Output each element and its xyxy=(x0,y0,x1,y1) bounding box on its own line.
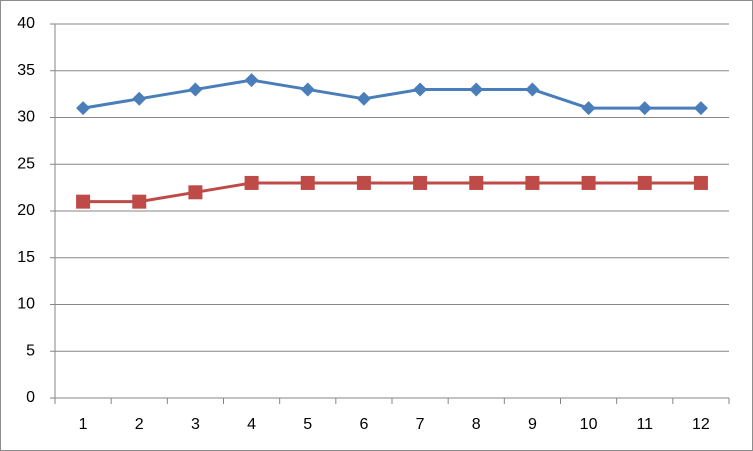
marker xyxy=(581,101,596,116)
marker xyxy=(469,82,484,97)
marker xyxy=(188,185,203,200)
y-tick-label: 5 xyxy=(26,342,35,359)
marker xyxy=(132,91,147,106)
marker xyxy=(693,175,708,190)
marker xyxy=(132,194,147,209)
x-tick-label: 2 xyxy=(135,416,144,433)
y-tick-label: 20 xyxy=(17,202,35,219)
x-tick-label: 1 xyxy=(79,416,88,433)
x-tick-label: 8 xyxy=(472,416,481,433)
marker xyxy=(413,175,428,190)
y-tick-label: 25 xyxy=(17,155,35,172)
x-tick-label: 11 xyxy=(636,416,653,433)
marker xyxy=(637,175,652,190)
y-tick-label: 30 xyxy=(17,109,35,126)
marker xyxy=(356,91,371,106)
marker xyxy=(413,82,428,97)
marker xyxy=(188,82,203,97)
marker xyxy=(244,175,259,190)
series-line xyxy=(83,181,701,204)
y-tick-label: 0 xyxy=(26,389,35,406)
x-tick-label: 7 xyxy=(416,416,425,433)
y-tick-label: 15 xyxy=(17,249,35,266)
x-tick-label: 4 xyxy=(247,416,256,433)
marker xyxy=(693,101,708,116)
marker xyxy=(525,82,540,97)
marker xyxy=(300,82,315,97)
marker xyxy=(76,101,91,116)
marker xyxy=(637,101,652,116)
marker xyxy=(525,175,540,190)
marker xyxy=(356,175,371,190)
x-tick-label: 10 xyxy=(580,416,598,433)
y-tick-label: 10 xyxy=(17,296,35,313)
x-tick-label: 3 xyxy=(191,416,200,433)
x-tick-label: 12 xyxy=(692,416,710,433)
marker xyxy=(244,73,259,88)
x-tick-label: 6 xyxy=(359,416,368,433)
marker xyxy=(300,175,315,190)
marker xyxy=(581,175,596,190)
x-tick-label: 9 xyxy=(528,416,537,433)
y-tick-label: 35 xyxy=(17,62,35,79)
y-tick-label: 40 xyxy=(17,15,35,32)
series-line xyxy=(82,78,701,110)
marker xyxy=(469,175,484,190)
marker xyxy=(76,194,91,209)
x-tick-label: 5 xyxy=(303,416,312,433)
